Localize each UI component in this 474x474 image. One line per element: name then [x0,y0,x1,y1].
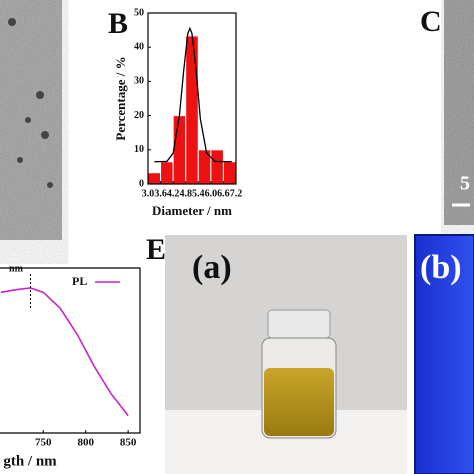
x-tick-label: 7.2 [230,188,243,199]
annotation: nm [9,263,24,274]
plot-frame [0,267,141,434]
y-axis-label: Percentage / % [113,56,128,140]
x-tick-label: 3.6 [154,188,167,199]
bar [210,149,224,185]
bar [222,161,237,185]
x-tick-label: 4.2 [167,188,180,199]
plot-frame [147,12,237,185]
particles [8,18,53,188]
y-tick-label: 20 [134,110,144,121]
y-tick-label: 50 [134,7,144,18]
fit-curve [154,26,232,163]
x-tick-label: 800 [77,437,94,449]
vial [261,309,337,439]
photo-b [415,235,474,474]
y-tick-label: 10 [134,144,144,155]
x-axis-label: gth / nm [3,453,57,469]
photo-border [414,234,474,474]
bar [160,161,174,185]
y-tick-label: 40 [134,41,144,52]
panel-label: C [420,5,442,38]
x-tick-label: 4.8 [179,188,192,199]
scale-text: 5 [460,173,470,195]
x-tick-label: 750 [35,437,52,449]
x-tick-label: 850 [120,437,137,449]
photo-label: (b) [420,249,462,286]
x-tick-label: 5.4 [192,188,205,199]
x-tick-label: 6.6 [217,188,230,199]
y-tick-label: 0 [139,178,144,189]
bar [172,115,187,185]
panel-label: E [146,233,166,266]
line [0,287,129,417]
y-tick-label: 30 [134,76,144,87]
tem-texture [444,0,474,225]
x-tick-label: 3.0 [142,188,155,199]
panel-label: B [108,7,128,40]
photo-label: (a) [192,249,232,286]
x-tick-label: 6.0 [205,188,218,199]
bar [147,172,162,185]
legend-label: PL [72,274,87,288]
bar [185,35,199,185]
x-axis-label: Diameter / nm [152,203,232,218]
